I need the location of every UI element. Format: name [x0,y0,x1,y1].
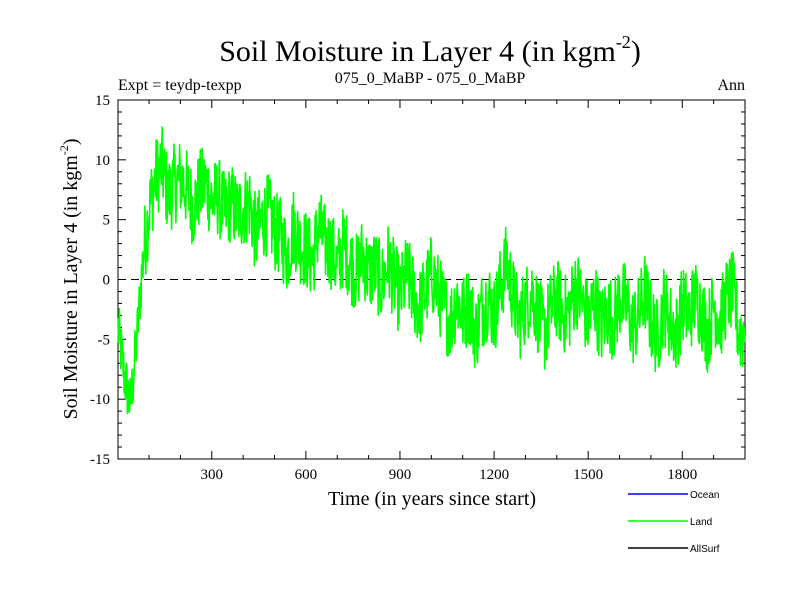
y-tick-label: 0 [103,273,111,289]
chart-title-close: ) [631,35,641,68]
subtitle-left: Expt = teydp-texpp [118,77,242,94]
legend-label-land: Land [690,517,712,528]
legend-label-allsurf: AllSurf [690,544,720,555]
x-tick-label: 600 [295,467,318,483]
subtitle-right: Ann [717,77,745,94]
y-tick-label: 15 [95,93,110,109]
y-tick-label: -10 [90,392,110,408]
x-tick-label: 900 [389,467,412,483]
series-line-land [117,126,746,415]
chart-title: Soil Moisture in Layer 4 (in kgm-2) [219,32,641,68]
chart-title-main: Soil Moisture in Layer 4 (in kgm [219,35,616,68]
chart-title-superscript: -2 [616,32,631,52]
y-tick-label: -5 [98,332,111,348]
legend: Ocean Land AllSurf [628,490,720,555]
y-axis: -15 -10 -5 0 5 10 15 [90,93,745,468]
x-tick-label: 1200 [479,467,509,483]
x-axis: 300 600 900 1200 1500 1800 [148,100,715,483]
subtitle-center: 075_0_MaBP - 075_0_MaBP [335,70,526,87]
y-tick-label: 5 [103,213,111,229]
y-tick-label: 10 [95,153,110,169]
x-axis-title: Time (in years since start) [328,488,536,510]
y-axis-title-main: Soil Moisture in Layer 4 (in kgm [60,155,82,420]
legend-label-ocean: Ocean [690,490,719,501]
x-tick-label: 1500 [573,467,603,483]
y-tick-label: -15 [90,452,110,468]
y-axis-title-close: ) [60,138,82,145]
x-tick-label: 1800 [667,467,697,483]
y-axis-title: Soil Moisture in Layer 4 (in kgm-2) [57,138,82,419]
x-tick-label: 300 [201,467,224,483]
y-axis-title-superscript: -2 [57,145,71,155]
